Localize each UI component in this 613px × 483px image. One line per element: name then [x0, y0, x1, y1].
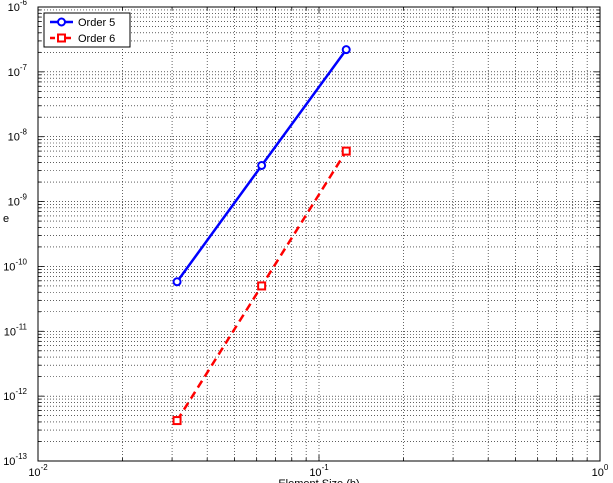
x-tick-base: 10: [28, 467, 40, 479]
y-tick-label: 10-9: [8, 193, 28, 209]
y-tick-exponent: -10: [15, 257, 27, 266]
y-tick-base: 10: [8, 67, 20, 79]
x-tick-exponent: 0: [604, 463, 609, 472]
y-tick-label: 10-8: [8, 128, 28, 144]
x-tick-label: 100: [592, 463, 609, 479]
legend-label-order-5: Order 5: [78, 17, 115, 29]
x-tick-base: 10: [309, 467, 321, 479]
x-tick-label: 10-1: [309, 463, 329, 479]
y-tick-exponent: -12: [15, 387, 27, 396]
y-tick-base: 10: [8, 132, 20, 144]
y-tick-label: 10-7: [8, 63, 28, 79]
y-tick-exponent: -7: [20, 63, 28, 72]
plot-frame: [37, 6, 601, 462]
data-point-marker: [172, 416, 182, 426]
data-point-marker: [172, 277, 182, 287]
y-tick-label: 10-11: [4, 322, 28, 338]
series-layer: [172, 45, 351, 426]
legend-label-order-6: Order 6: [78, 33, 115, 45]
data-point-marker: [341, 146, 351, 156]
grid: [37, 6, 601, 462]
y-tick-label: 10-12: [3, 387, 27, 403]
x-tick-base: 10: [592, 467, 604, 479]
y-tick-base: 10: [8, 197, 20, 209]
y-tick-base: 10: [4, 326, 16, 338]
legend-marker-order-5: [57, 17, 66, 27]
y-tick-label: 10-13: [3, 452, 27, 468]
y-tick-exponent: -8: [20, 128, 28, 137]
y-axis-label: e: [3, 213, 9, 225]
x-tick-exponent: -2: [41, 463, 49, 472]
data-point-marker: [257, 281, 267, 291]
y-tick-base: 10: [3, 391, 15, 403]
x-axis-label: Element Size (h): [278, 478, 359, 483]
x-tick-label: 10-2: [28, 463, 48, 479]
y-tick-base: 10: [3, 261, 15, 273]
data-point-marker: [341, 45, 351, 55]
legend-marker-order-6: [57, 33, 66, 43]
y-tick-label: 10-10: [3, 257, 27, 273]
legend: Order 5 Order 6: [43, 12, 131, 48]
y-tick-base: 10: [8, 2, 20, 14]
y-tick-exponent: -11: [16, 322, 28, 331]
y-tick-exponent: -9: [20, 193, 28, 202]
y-tick-exponent: -6: [20, 0, 28, 7]
data-point-marker: [257, 160, 267, 170]
y-tick-label: 10-6: [8, 0, 28, 14]
x-tick-exponent: -1: [322, 463, 330, 472]
y-tick-exponent: -13: [15, 452, 27, 461]
y-tick-base: 10: [3, 456, 15, 468]
x-axis-ticks: 10-2 10-1 100: [28, 463, 609, 479]
